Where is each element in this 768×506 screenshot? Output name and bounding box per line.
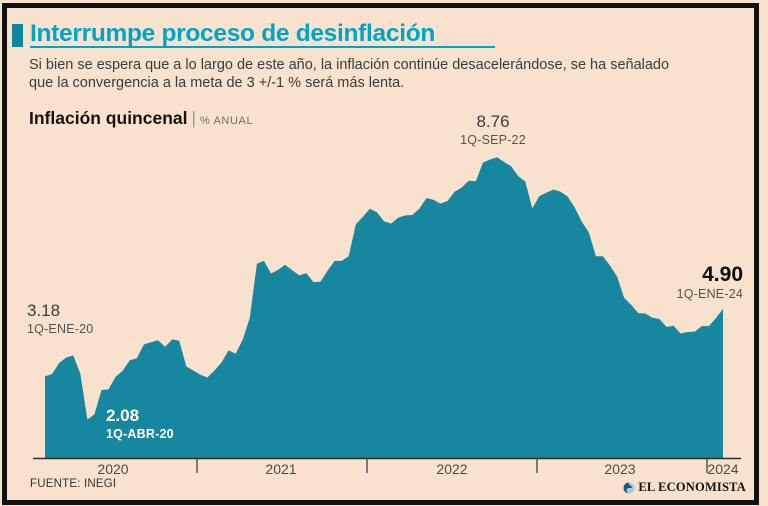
callout-value: 3.18: [27, 301, 61, 320]
callout-value: 8.76: [476, 112, 510, 131]
callout-date: 1Q-SEP-22: [460, 133, 526, 147]
callout-date: 1Q-ABR-20: [106, 427, 174, 441]
callout-start-point: 3.18 1Q-ENE-20: [27, 301, 94, 337]
chart-heading: Inflación quincenal |% ANUAL: [29, 108, 253, 129]
chart-unit-label: % ANUAL: [200, 115, 254, 127]
callout-latest-point: 4.90 1Q-ENE-24: [677, 264, 743, 301]
callout-value: 2.08: [106, 406, 140, 425]
chart-title: Inflación quincenal: [29, 108, 188, 128]
callout-date: 1Q-ENE-20: [27, 322, 94, 336]
inflation-area-series: [45, 157, 723, 459]
callout-minimum-point: 2.08 1Q-ABR-20: [106, 406, 174, 442]
subtitle-line-2: que la convergencia a la meta de 3 +/-1 …: [29, 74, 405, 91]
callout-peak-point: 8.76 1Q-SEP-22: [443, 112, 543, 148]
callout-date: 1Q-ENE-24: [676, 287, 743, 301]
subtitle: Si bien se espera que a lo largo de este…: [29, 57, 729, 92]
source-note: FUENTE: INEGI: [30, 478, 117, 490]
callout-value: 4.90: [702, 263, 743, 286]
title-accent-square: [12, 24, 23, 47]
title-underline: [30, 46, 495, 48]
page-title: Interrumpe proceso de desinflación: [30, 20, 436, 47]
chart-title-separator: |: [191, 108, 197, 128]
subtitle-line-1: Si bien se espera que a lo largo de este…: [29, 57, 670, 73]
el-economista-logo-icon: [623, 482, 635, 493]
publisher-brand: EL ECONOMISTA: [623, 480, 746, 495]
publisher-name: EL ECONOMISTA: [638, 480, 746, 494]
